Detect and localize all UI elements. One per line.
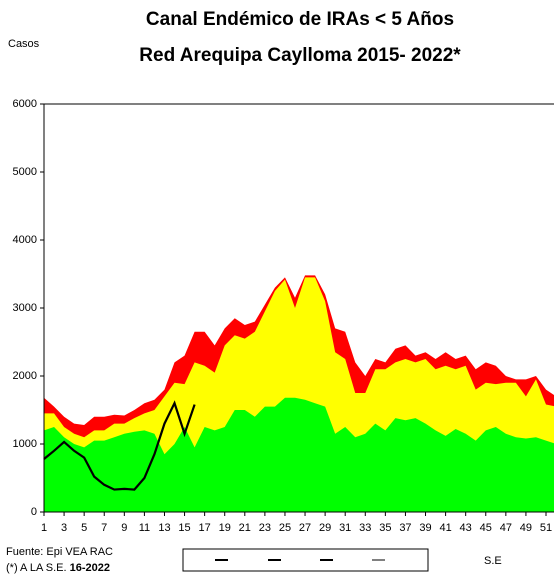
x-tick-label: 7	[101, 522, 107, 534]
zone-area	[44, 397, 554, 512]
x-tick-label: 43	[460, 522, 472, 534]
x-tick-label: 33	[359, 522, 371, 534]
source: Fuente: Epi VEA RAC	[6, 546, 113, 558]
chart-title: Red Arequipa Caylloma 2015- 2022*	[139, 45, 461, 66]
x-tick-label: 27	[299, 522, 311, 534]
x-tick-label: 23	[259, 522, 271, 534]
chart-title: Canal Endémico de IRAs < 5 Años	[146, 9, 454, 30]
y-tick-label: 1000	[13, 438, 37, 450]
note: (*) A LA S.E. 16-2022	[6, 562, 110, 574]
legend-box	[182, 548, 429, 572]
x-tick-label: 31	[339, 522, 351, 534]
x-tick-label: 5	[81, 522, 87, 534]
x-tick-label: 1	[41, 522, 47, 534]
x-tick-label: 25	[279, 522, 291, 534]
x-tick-label: 35	[379, 522, 391, 534]
y-tick-label: 3000	[13, 302, 37, 314]
y-axis-label: Casos	[8, 38, 40, 50]
x-tick-label: 41	[439, 522, 451, 534]
y-tick-label: 0	[31, 506, 37, 518]
x-axis-label: S.E	[484, 555, 502, 567]
x-tick-label: 39	[419, 522, 431, 534]
legend	[182, 548, 429, 572]
x-tick-label: 51	[540, 522, 552, 534]
y-tick-label: 5000	[13, 166, 37, 178]
x-tick-label: 37	[399, 522, 411, 534]
x-tick-label: 11	[139, 522, 150, 534]
y-tick-label: 2000	[13, 370, 37, 382]
line-2022	[43, 400, 196, 491]
x-tick-label: 21	[239, 522, 251, 534]
x-tick-label: 45	[480, 522, 492, 534]
x-tick-label: 49	[520, 522, 532, 534]
x-tick-label: 3	[61, 522, 67, 534]
x-tick-label: 29	[319, 522, 331, 534]
x-tick-label: 17	[199, 522, 211, 534]
note-bold: 16-2022	[70, 562, 110, 574]
x-tick-label: 13	[158, 522, 170, 534]
x-tick-label: 19	[219, 522, 231, 534]
note-text: (*) A LA S.E.	[6, 562, 67, 574]
y-tick-label: 4000	[13, 234, 37, 246]
x-tick-label: 47	[500, 522, 512, 534]
y-tick-label: 6000	[13, 98, 37, 110]
x-tick-label: 15	[178, 522, 190, 534]
x-tick-label: 9	[121, 522, 127, 534]
